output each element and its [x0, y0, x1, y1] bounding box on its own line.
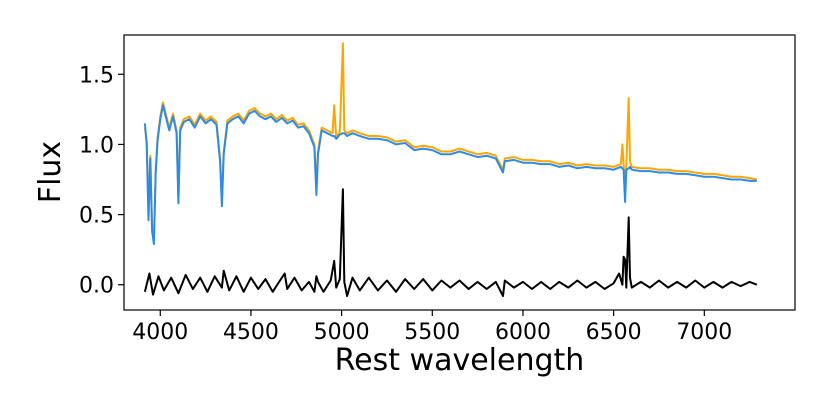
series-line-model: [143, 104, 757, 246]
y-tick-label: 1.5: [79, 63, 114, 88]
y-tick-label: 0.0: [79, 274, 114, 299]
x-tick-label: 4500: [223, 320, 279, 345]
x-axis-ticks: 4000 4500 5000 5500 6000 6500 7000: [132, 310, 732, 345]
x-tick-label: 4000: [132, 320, 188, 345]
y-tick-label: 0.5: [79, 204, 114, 229]
plot-frame: [123, 34, 796, 311]
y-axis-label: Flux: [33, 141, 68, 203]
y-axis-ticks: 0.0 0.5 1.0 1.5: [79, 63, 124, 299]
x-tick-label: 6000: [495, 320, 551, 345]
x-tick-label: 6500: [586, 320, 642, 345]
series-line-residual: [143, 188, 758, 297]
x-tick-label: 7000: [676, 320, 732, 345]
series-line-observed: [143, 42, 758, 241]
x-tick-label: 5000: [314, 320, 370, 345]
plot-lines: [143, 42, 758, 297]
x-tick-label: 5500: [404, 320, 460, 345]
y-tick-label: 1.0: [79, 133, 114, 158]
x-axis-label: Rest wavelength: [335, 343, 585, 378]
